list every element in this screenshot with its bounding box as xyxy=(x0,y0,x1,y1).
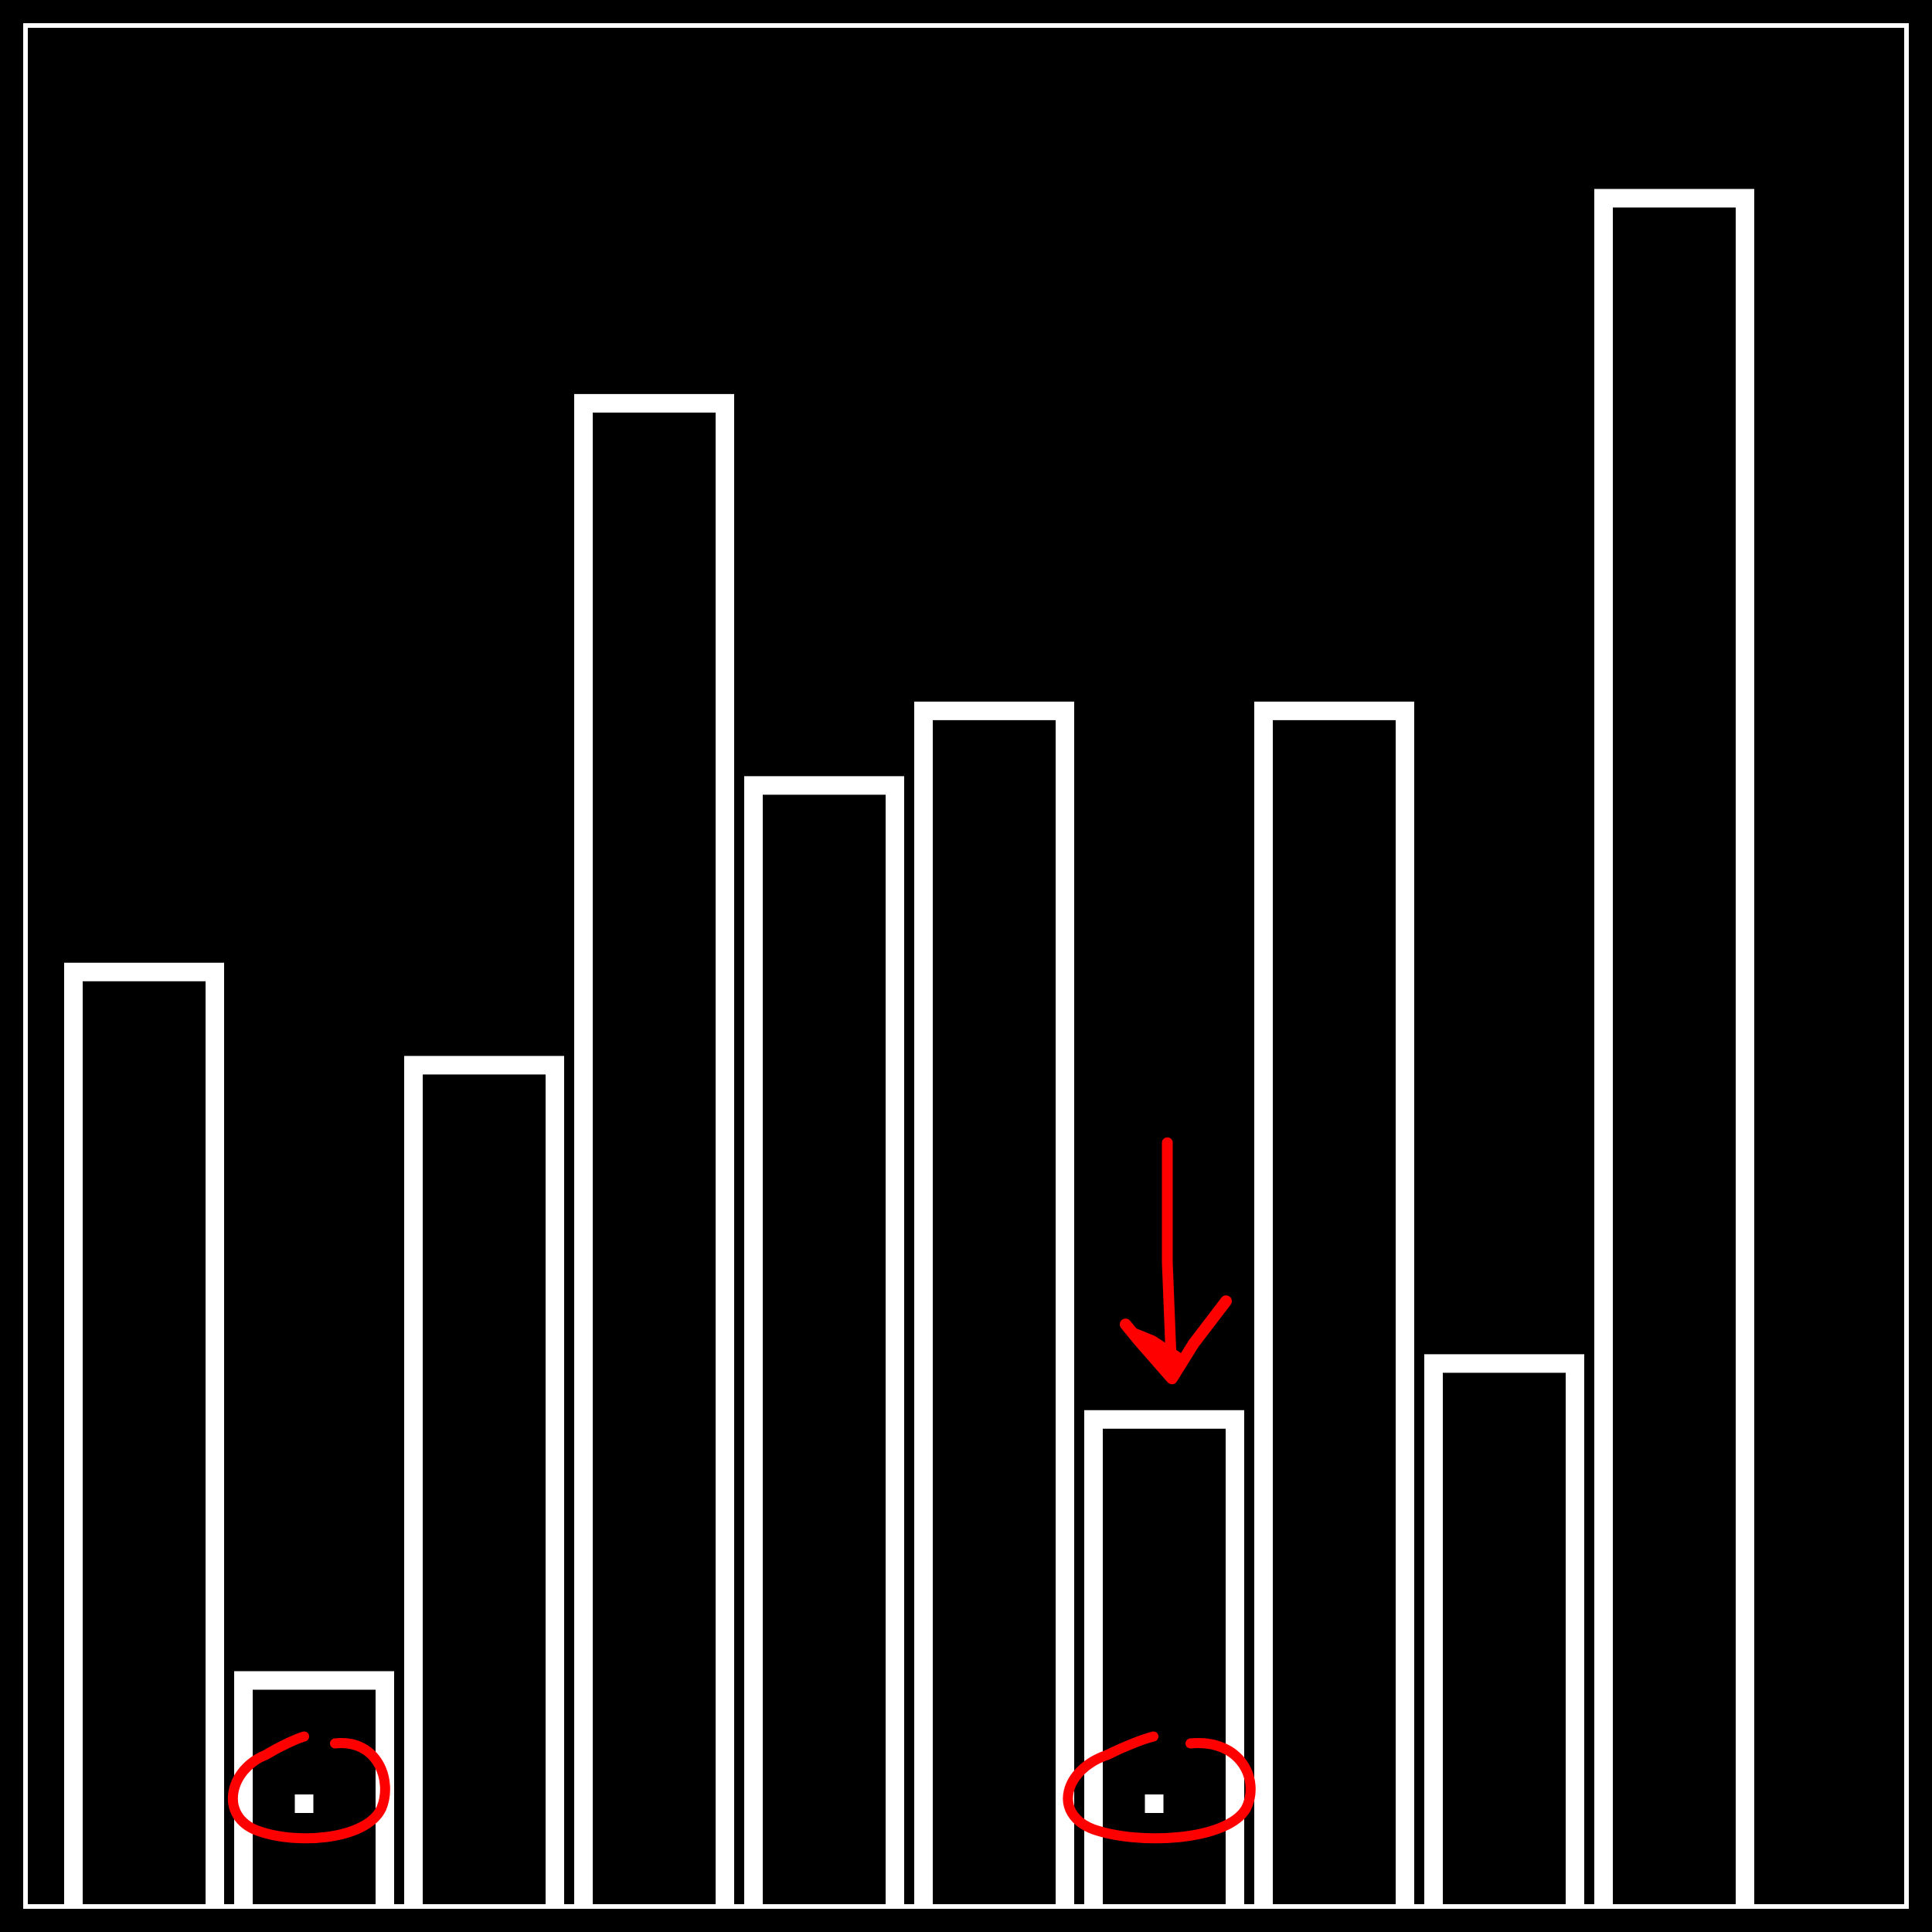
bars-layer xyxy=(64,189,1754,1904)
marker-dot-7 xyxy=(1145,1794,1164,1813)
bar-5 xyxy=(744,776,904,1904)
frame-border xyxy=(23,23,1909,1909)
highlight-circle-2 xyxy=(227,1731,390,1844)
bar-7 xyxy=(1084,1410,1244,1904)
bar-8 xyxy=(1254,701,1414,1904)
highlight-circle-7 xyxy=(1063,1731,1256,1844)
bar-2 xyxy=(234,1671,394,1904)
arrow-shaft xyxy=(1162,1137,1178,1384)
bar-10 xyxy=(1594,189,1754,1904)
bar-6 xyxy=(914,701,1074,1904)
bar-9 xyxy=(1424,1354,1584,1904)
bar-1 xyxy=(64,962,224,1904)
bar-4 xyxy=(574,393,734,1904)
arrow-head-fill xyxy=(1130,1325,1185,1379)
annotation-layer xyxy=(227,1137,1256,1844)
marker-dot-2 xyxy=(294,1794,314,1813)
bar-3 xyxy=(404,1056,564,1904)
